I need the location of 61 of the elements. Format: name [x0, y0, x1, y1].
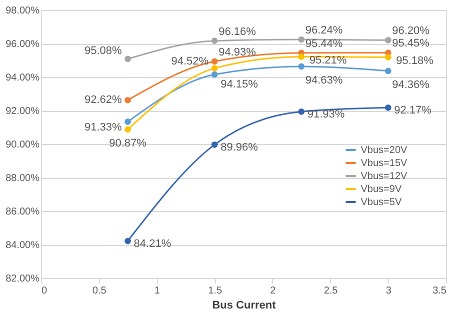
y-tick-label: 92.00%	[6, 106, 40, 117]
data-label: 92.17%	[394, 104, 432, 117]
legend-label: Vbus=5V	[360, 197, 402, 208]
x-tick-label: 3.5	[432, 286, 447, 296]
x-tick-label: 1	[154, 286, 160, 296]
y-tick-label: 82.00%	[6, 274, 40, 284]
x-tick-label: 3	[386, 286, 392, 296]
y-tick-label: 88.00%	[6, 173, 40, 184]
x-tick-label: 0	[42, 286, 48, 296]
x-tick-label: 0.5	[92, 286, 107, 296]
point	[384, 68, 392, 74]
x-tick-label: 2.5	[324, 286, 338, 296]
y-tick-label: 94.00%	[6, 72, 40, 84]
point	[384, 36, 392, 44]
data-label: 92.62%	[84, 94, 122, 106]
data-label: 94.63%	[305, 74, 343, 86]
point	[384, 54, 392, 60]
data-label: 94.36%	[392, 78, 430, 91]
point	[298, 63, 305, 70]
point	[211, 65, 218, 72]
point	[298, 36, 305, 43]
y-tick-label: 96.00%	[6, 39, 40, 50]
y-tick-label: 86.00%	[6, 206, 40, 218]
y-tick-label: 98.00%	[6, 6, 40, 16]
legend-label: Vbus=9V	[360, 184, 402, 195]
data-label: 95.44%	[305, 38, 343, 50]
data-label: 94.93%	[218, 46, 256, 58]
data-label: 94.15%	[220, 78, 258, 90]
data-label: 84.21%	[134, 238, 172, 250]
y-tick-label: 84.00%	[6, 240, 40, 251]
data-label: 90.87%	[109, 137, 147, 150]
data-label: 91.93%	[307, 108, 345, 121]
data-label: 95.45%	[392, 38, 430, 50]
legend-label: Vbus=15V	[360, 158, 408, 169]
data-label: 95.21%	[309, 54, 347, 67]
point	[211, 71, 218, 78]
point	[211, 58, 218, 65]
x-tick-label: 1.5	[208, 286, 222, 296]
point	[124, 96, 131, 104]
point	[124, 126, 131, 133]
data-label: 96.24%	[305, 24, 343, 36]
data-label: 95.18%	[396, 55, 434, 68]
y-tick-label: 90.00%	[6, 140, 40, 150]
x-axis-title: Bus Current	[212, 300, 276, 312]
legend-label: Vbus=20V	[360, 145, 408, 156]
point	[298, 108, 305, 115]
point	[298, 54, 305, 60]
data-label: 91.33%	[84, 122, 122, 134]
point	[124, 238, 131, 244]
point	[211, 38, 218, 44]
x-tick-label: 2	[270, 286, 276, 296]
data-label: 95.08%	[84, 44, 122, 57]
data-label: 96.16%	[218, 26, 256, 38]
data-label: 89.96%	[220, 142, 258, 154]
legend-label: Vbus=12V	[360, 171, 408, 182]
point	[211, 142, 218, 148]
data-label: 96.20%	[392, 25, 430, 38]
data-label: 94.52%	[171, 55, 209, 68]
point	[124, 56, 131, 62]
point	[124, 118, 131, 125]
point	[384, 104, 392, 111]
